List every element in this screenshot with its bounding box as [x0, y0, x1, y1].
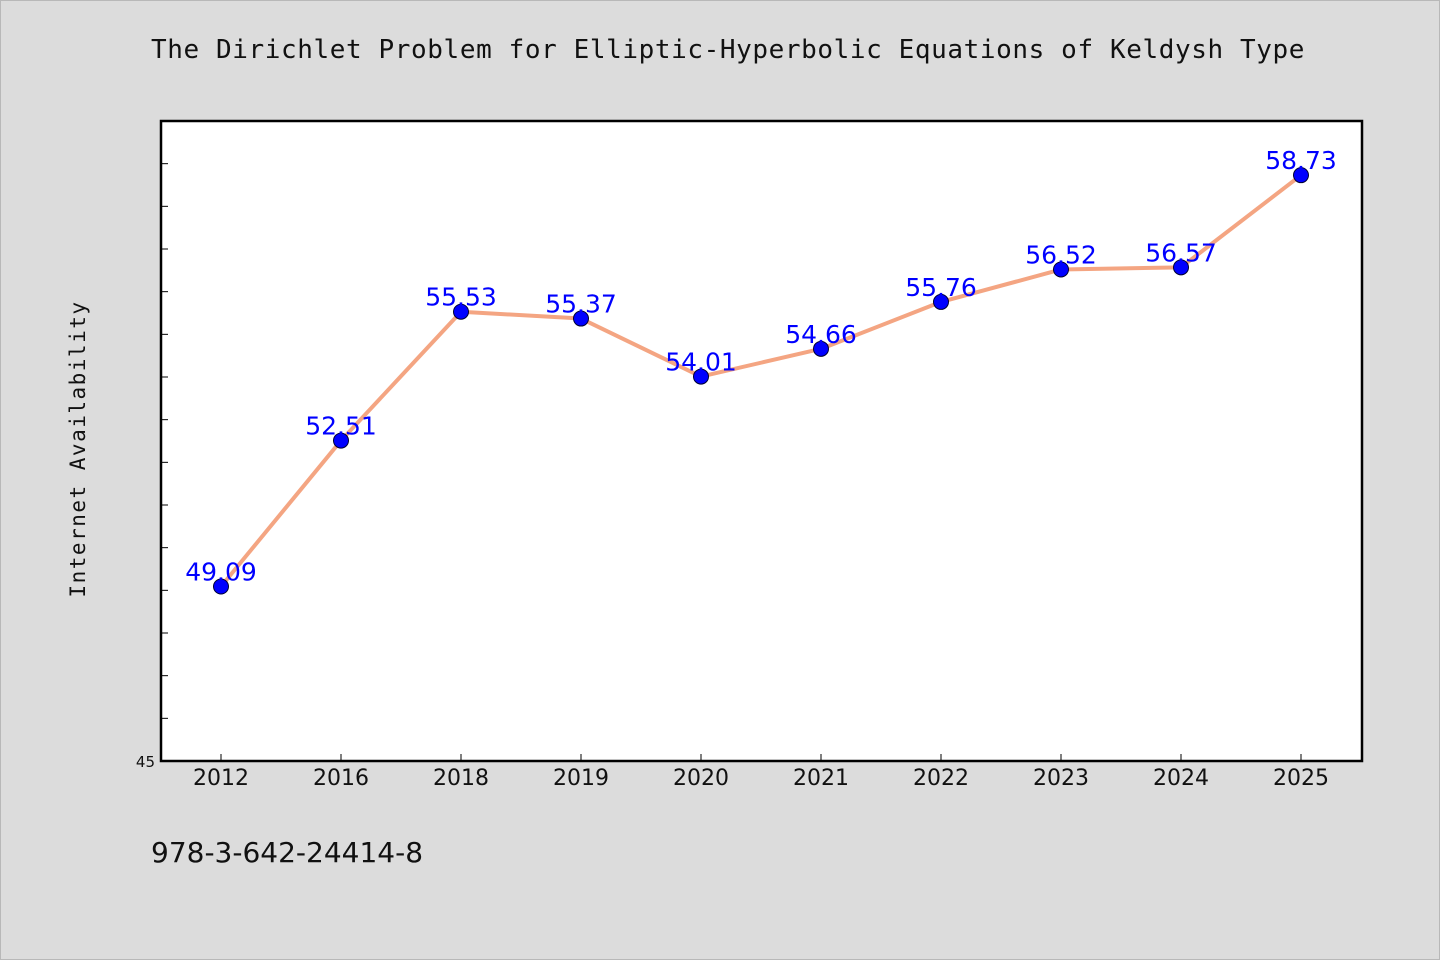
data-point — [1293, 167, 1309, 184]
data-point — [1173, 259, 1189, 276]
x-tick-label: 2024 — [1153, 766, 1209, 791]
y-tick-label: 45 — [136, 753, 155, 771]
data-point — [813, 340, 829, 357]
x-tick-label: 2012 — [193, 766, 249, 791]
x-tick-label: 2018 — [433, 766, 489, 791]
x-tick-label: 2020 — [673, 766, 729, 791]
footer-isbn: 978-3-642-24414-8 — [151, 836, 424, 869]
data-label: 56.52 — [1025, 240, 1097, 269]
data-label: 55.76 — [905, 273, 977, 302]
data-point — [213, 578, 229, 595]
y-ticks: 45 — [136, 163, 168, 771]
x-tick-label: 2023 — [1033, 766, 1089, 791]
data-point — [453, 303, 469, 320]
series-line — [219, 173, 1303, 588]
data-label: 55.53 — [425, 283, 497, 312]
data-point — [573, 310, 589, 327]
data-point — [333, 432, 349, 449]
data-label: 52.51 — [305, 412, 377, 441]
data-label: 49.09 — [185, 557, 257, 586]
data-label: 54.01 — [665, 348, 737, 377]
x-tick-label: 2016 — [313, 766, 369, 791]
data-point — [933, 293, 949, 310]
data-point — [1053, 261, 1069, 278]
data-label: 56.57 — [1145, 238, 1217, 267]
data-markers — [213, 167, 1309, 595]
plot-area — [159, 119, 1364, 763]
data-label: 55.37 — [545, 290, 617, 319]
x-tick-label: 2025 — [1273, 766, 1329, 791]
data-label: 54.66 — [785, 320, 857, 349]
x-tick-label: 2021 — [793, 766, 849, 791]
data-label: 58.73 — [1265, 146, 1337, 175]
x-tick-label: 2022 — [913, 766, 969, 791]
x-tick-label: 2019 — [553, 766, 609, 791]
chart-title: The Dirichlet Problem for Elliptic-Hyper… — [151, 35, 1305, 65]
data-point — [693, 368, 709, 385]
data-labels: 49.09 52.51 55.53 55.37 54.01 54.66 55.76 56.52… — [185, 146, 1337, 586]
x-ticks: 2012 2016 2018 2019 2020 2021 2022 2023 2024 2025 — [193, 754, 1329, 791]
